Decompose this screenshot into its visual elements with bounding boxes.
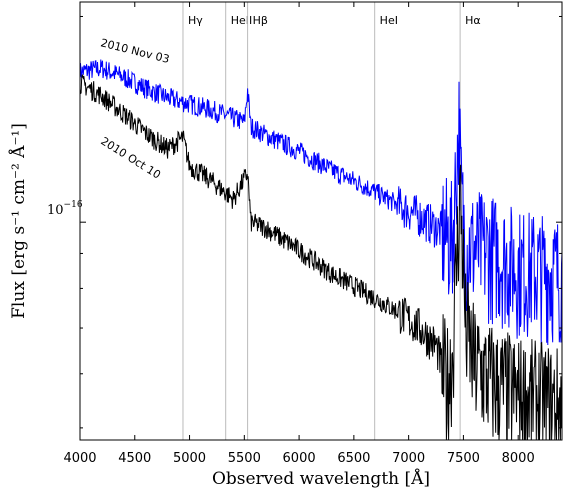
y-tick-exponent: −16 <box>64 200 83 210</box>
plot-frame <box>79 1 563 441</box>
y-tick-label-1e-16: 10−16 <box>47 200 83 218</box>
x-tick-label-4: 6000 <box>283 451 316 466</box>
x-tick-label-7: 7500 <box>447 451 480 466</box>
x-axis-title: Observed wavelength [Å] <box>212 468 430 489</box>
line-marker-label-1: HeII <box>231 14 253 27</box>
emission-line-markers: Hγ HeII Hβ HeI Hα <box>182 2 481 440</box>
y-axis-title: Flux [erg s⁻¹ cm⁻² Å⁻¹] <box>8 123 29 319</box>
axes-layer: 4000 4500 5000 5500 6000 6500 7000 7500 8000 <box>63 2 562 466</box>
x-tick-label-6: 7000 <box>392 451 425 466</box>
x-tick-label-8: 8000 <box>502 451 535 466</box>
x-tick-label-5: 6500 <box>337 451 370 466</box>
x-tick-label-0: 4000 <box>63 451 96 466</box>
y-tick-base: 10 <box>47 203 64 218</box>
line-marker-label-4: Hα <box>465 14 481 27</box>
series-line-0 <box>79 59 563 346</box>
line-marker-label-2: Hβ <box>253 14 268 27</box>
x-tick-label-2: 5000 <box>173 451 206 466</box>
line-marker-label-3: HeI <box>380 14 398 27</box>
x-tick-label-3: 5500 <box>228 451 261 466</box>
x-tick-label-1: 4500 <box>118 451 151 466</box>
series-line-1 <box>79 74 563 441</box>
line-marker-label-0: Hγ <box>188 14 203 27</box>
